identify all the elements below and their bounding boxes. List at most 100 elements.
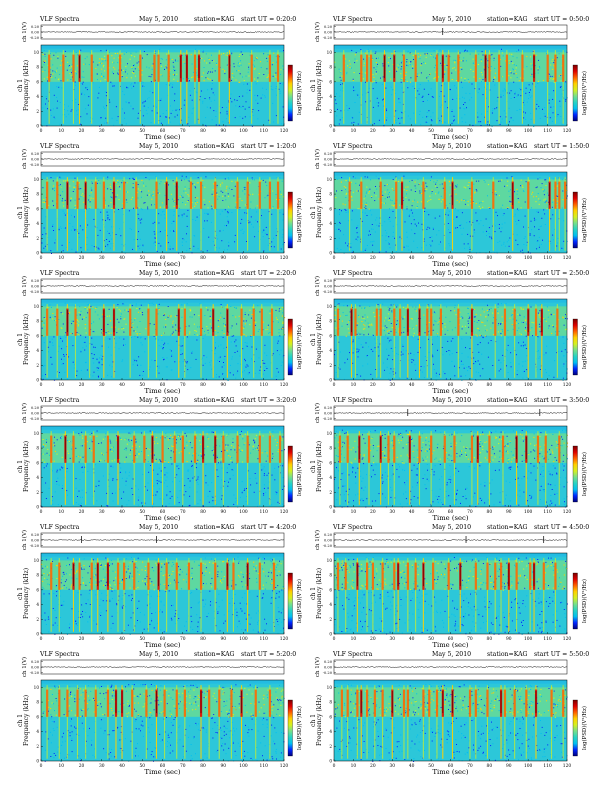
noise-speck (80, 83, 82, 84)
noise-speck (503, 88, 505, 90)
noise-speck (388, 196, 390, 198)
band-speck (512, 312, 514, 314)
band-speck (190, 54, 192, 56)
noise-speck (158, 339, 159, 341)
noise-speck (439, 215, 441, 217)
noise-speck (240, 107, 242, 108)
band-speck (508, 62, 510, 64)
band-speck (274, 74, 276, 76)
freq-tick-label: 4 (329, 94, 332, 99)
noise-speck (372, 334, 374, 336)
noise-speck (52, 188, 54, 190)
band-speck (136, 192, 139, 194)
noise-speck (384, 221, 386, 223)
noise-speck (419, 110, 421, 112)
noise-speck (181, 108, 182, 110)
band-speck (477, 64, 479, 65)
band-speck (224, 70, 226, 72)
noise-speck (417, 73, 419, 75)
noise-speck (445, 212, 447, 214)
band-speck (123, 328, 125, 329)
noise-speck (134, 359, 136, 361)
noise-speck (279, 335, 281, 337)
band-speck (213, 195, 215, 197)
noise-speck (518, 49, 520, 51)
waveform-tick-label: 0.00 (324, 285, 333, 289)
band-speck (431, 189, 433, 191)
noise-speck (417, 351, 419, 353)
band-speck (420, 193, 423, 194)
noise-speck (175, 442, 177, 444)
noise-speck (560, 86, 562, 88)
noise-speck (112, 243, 114, 244)
noise-speck (244, 116, 246, 118)
band-speck (112, 191, 114, 193)
noise-speck (278, 310, 280, 312)
noise-speck (426, 111, 428, 113)
noise-speck (163, 210, 165, 212)
noise-speck (188, 188, 190, 190)
noise-speck (94, 331, 95, 333)
noise-speck (146, 66, 148, 68)
band-speck (133, 73, 135, 75)
burst-line (484, 50, 487, 124)
noise-speck (114, 371, 116, 372)
waveform-tick-label: -0.20 (323, 36, 333, 40)
band-speck (545, 185, 547, 186)
noise-speck (561, 74, 563, 76)
noise-speck (112, 466, 114, 468)
noise-speck (283, 50, 284, 52)
band-speck (208, 201, 210, 203)
noise-speck (414, 88, 416, 89)
band-speck (510, 77, 512, 79)
noise-speck (44, 364, 46, 366)
noise-speck (461, 117, 463, 119)
noise-speck (266, 195, 268, 197)
noise-speck (213, 454, 214, 456)
noise-speck (272, 89, 274, 91)
noise-speck (222, 373, 223, 375)
waveform-tick-label: -0.20 (30, 417, 40, 421)
noise-speck (276, 94, 277, 96)
noise-speck (238, 65, 240, 67)
noise-speck (176, 109, 178, 110)
noise-speck (194, 186, 196, 188)
noise-speck (245, 366, 247, 368)
noise-speck (62, 198, 63, 200)
noise-speck (436, 234, 438, 236)
noise-speck (179, 208, 180, 210)
band-speck (375, 73, 377, 75)
noise-speck (111, 376, 113, 378)
noise-speck (552, 326, 554, 328)
noise-speck (242, 54, 243, 55)
noise-speck (382, 63, 384, 65)
noise-speck (376, 188, 378, 190)
noise-speck (402, 349, 404, 351)
noise-speck (479, 202, 480, 204)
noise-speck (141, 344, 143, 346)
noise-speck (550, 314, 552, 316)
noise-speck (216, 374, 217, 376)
noise-speck (76, 314, 78, 316)
noise-speck (167, 242, 169, 244)
noise-speck (516, 77, 518, 78)
band-speck (357, 322, 359, 324)
band-speck (121, 74, 123, 76)
noise-speck (525, 335, 527, 337)
noise-speck (346, 324, 348, 326)
noise-speck (230, 341, 232, 343)
burst-core (218, 54, 221, 82)
noise-speck (208, 236, 210, 238)
time-tick-label: 90 (220, 129, 226, 134)
band-speck (371, 196, 373, 197)
noise-speck (474, 232, 476, 234)
noise-speck (240, 60, 242, 62)
noise-speck (125, 344, 126, 346)
noise-speck (390, 304, 392, 306)
noise-speck (159, 459, 161, 461)
noise-speck (90, 308, 92, 310)
noise-speck (84, 58, 86, 60)
noise-speck (280, 123, 282, 125)
noise-speck (562, 379, 564, 381)
noise-speck (370, 348, 372, 350)
